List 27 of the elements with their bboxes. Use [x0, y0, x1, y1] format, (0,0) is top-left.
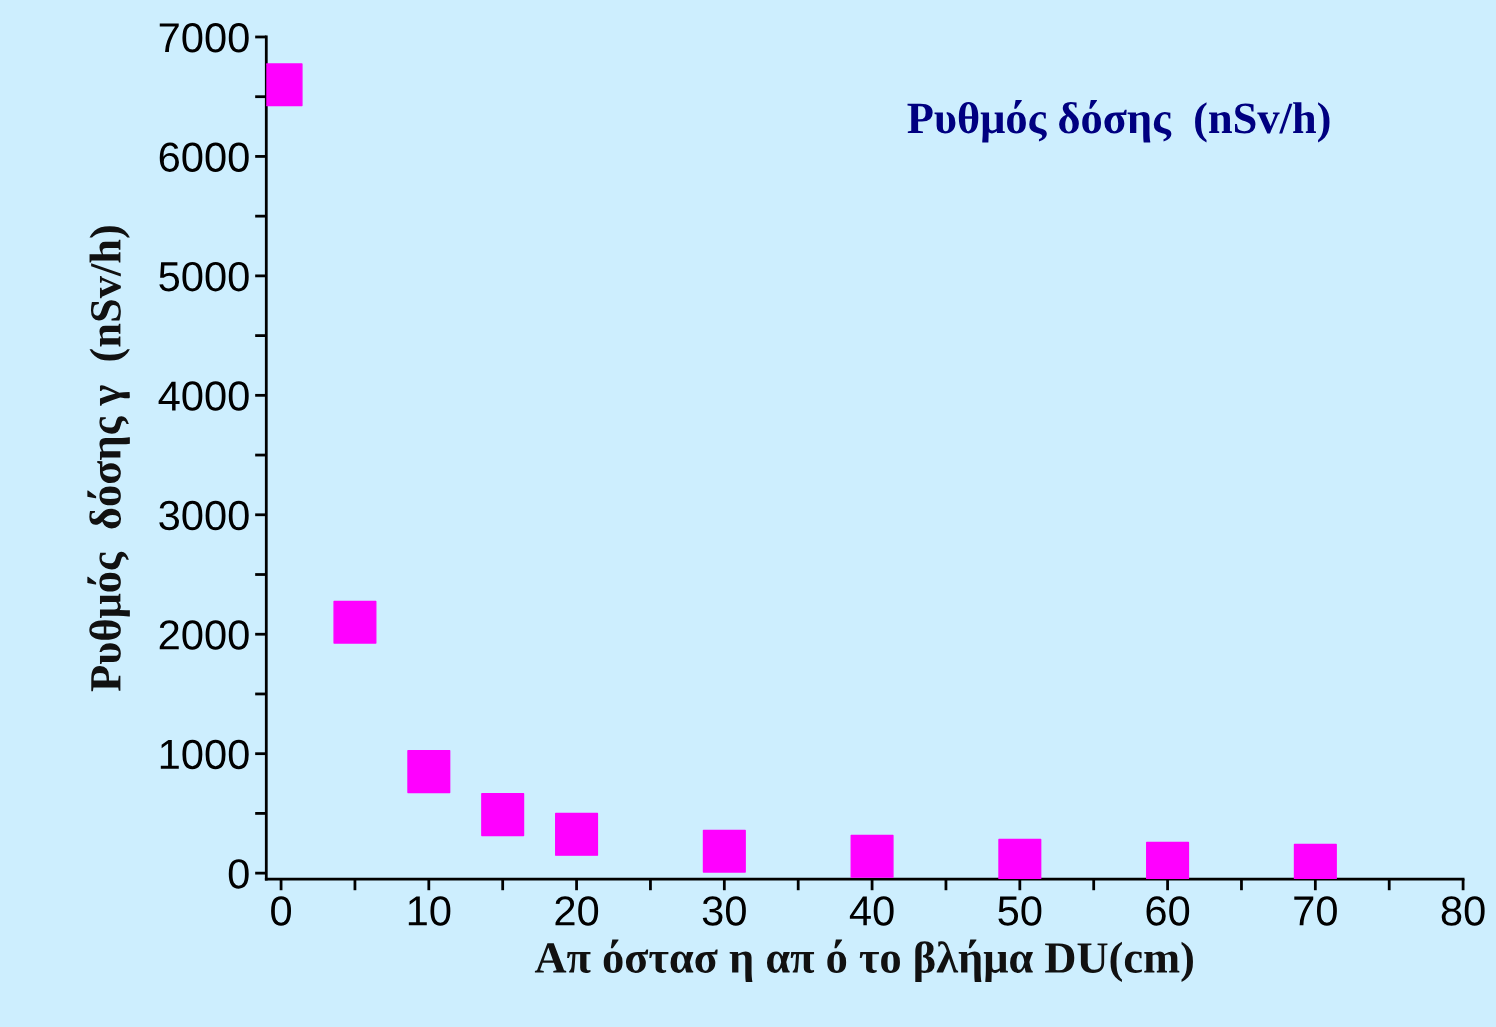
y-tick-label: 2000: [159, 620, 249, 650]
y-tick-label: 5000: [159, 261, 249, 292]
point: [998, 838, 1042, 880]
x-tick-label: 40: [849, 896, 894, 926]
x-tick-label: 50: [998, 896, 1042, 926]
y-tick-label: 7000: [159, 22, 249, 53]
point: [555, 812, 599, 856]
point: [333, 600, 377, 644]
x-tick-label: 20: [555, 896, 599, 926]
y-tick-label: 4000: [158, 381, 249, 411]
y-tick-label: 1000: [160, 739, 249, 770]
point: [481, 793, 525, 837]
y-axis-title: Ρυθμός δόσης γ (nSv/h): [87, 226, 130, 692]
point: [850, 834, 894, 878]
x-tick-label: 10: [408, 896, 451, 926]
y-tick-label: 3000: [159, 500, 249, 531]
x-tick-label: 60: [1146, 896, 1190, 926]
x-tick-label: 0: [271, 896, 292, 926]
annotation: Ρυθμός δόσης (nSv/h): [907, 99, 1330, 143]
point: [407, 750, 451, 794]
x-tick-label: 70: [1294, 896, 1337, 926]
x-tick-label: 80: [1441, 896, 1485, 926]
y-tick-label: 6000: [159, 142, 249, 172]
y-tick-label: 0: [228, 859, 249, 889]
point: [702, 829, 746, 873]
x-tick-label: 30: [702, 896, 746, 926]
x-axis-title: Απ όστασ η απ ό το βλήμα DU(cm): [534, 939, 1193, 982]
